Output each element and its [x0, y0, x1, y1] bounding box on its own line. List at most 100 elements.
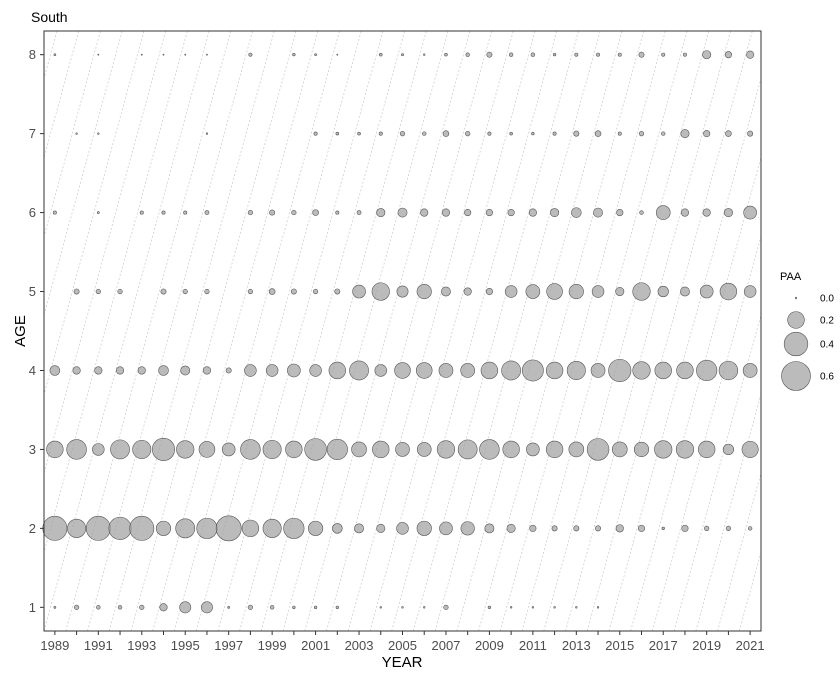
x-tick-label: 2003 — [345, 638, 374, 653]
bubble-point — [551, 525, 558, 532]
bubble-point — [568, 283, 584, 300]
bubble-point — [184, 53, 187, 56]
bubble-point — [443, 604, 449, 610]
bubble-point — [179, 601, 192, 614]
bubble-point — [309, 364, 322, 377]
bubble-point — [247, 288, 254, 295]
bubble-point — [94, 366, 103, 375]
bubble-point — [423, 53, 426, 56]
cohort-line — [565, 31, 731, 631]
bubble-point — [460, 521, 475, 536]
bubble-point — [53, 53, 57, 57]
bubble-point — [332, 523, 343, 534]
bubble-point — [227, 605, 231, 609]
bubble-point — [521, 359, 544, 382]
bubble-point — [265, 364, 279, 377]
bubble-point — [611, 441, 628, 458]
x-tick-label: 1991 — [84, 638, 113, 653]
bubble-point — [416, 283, 432, 300]
bubble-point — [703, 130, 711, 138]
bubble-point — [704, 525, 710, 531]
y-tick-label: 2 — [29, 521, 36, 536]
bubble-point — [401, 53, 404, 57]
bubble-point — [566, 361, 586, 380]
bubble-point — [436, 440, 456, 459]
y-axis-title: AGE — [12, 315, 29, 347]
bubble-point — [354, 523, 364, 534]
bubble-point — [531, 132, 535, 136]
bubble-point — [438, 363, 454, 378]
x-tick-label: 2011 — [519, 638, 547, 653]
bubble-point — [530, 52, 536, 57]
bubble-point — [376, 523, 386, 533]
bubble-point — [204, 210, 210, 215]
bubble-point — [637, 524, 646, 532]
bubble-point — [248, 52, 253, 57]
cohort-line — [174, 31, 340, 631]
bubble-point — [110, 439, 130, 460]
bubble-point — [42, 515, 68, 541]
bubble-point — [743, 205, 757, 220]
bubble-point — [525, 284, 541, 299]
y-axis: 1 2 3 4 5 6 7 8 — [29, 47, 44, 615]
cohort-line — [804, 31, 840, 631]
legend-key — [787, 311, 805, 329]
bubble-point — [654, 440, 673, 459]
bubble-point — [680, 286, 690, 297]
bubble-point — [724, 51, 732, 59]
bubble-point — [441, 286, 451, 297]
bubble-point — [531, 606, 535, 609]
bubble-point — [617, 52, 622, 57]
bubble-point — [206, 53, 208, 56]
cohort-line — [434, 31, 601, 631]
cohort-line — [347, 31, 514, 631]
bubble-point — [574, 52, 579, 57]
bubble-point — [573, 525, 580, 532]
x-tick-label: 2013 — [562, 638, 591, 653]
bubble-point — [176, 440, 195, 459]
bubble-point — [335, 605, 339, 609]
bubble-point — [676, 361, 694, 380]
bubble-point — [550, 208, 560, 218]
bubble-point — [202, 366, 211, 375]
bubble-point — [718, 360, 739, 381]
cohort-line — [391, 31, 558, 631]
bubble-point — [399, 131, 406, 137]
cohort-line — [738, 550, 761, 631]
bubble-point — [97, 53, 100, 56]
bubble-point — [287, 363, 301, 378]
x-tick-label: 1989 — [40, 638, 69, 653]
bubble-point — [742, 363, 758, 378]
bubble-point — [313, 605, 318, 609]
bubble-point — [596, 606, 600, 609]
bubble-point — [247, 209, 254, 216]
cohort-line — [521, 31, 688, 631]
x-tick-label: 1999 — [258, 638, 287, 653]
bubble-point — [72, 366, 81, 375]
bubble-point — [108, 516, 132, 540]
y-tick-label: 8 — [29, 47, 36, 62]
cohort-line — [44, 31, 188, 554]
bubble-point — [746, 50, 755, 59]
bubble-point — [632, 361, 651, 380]
bubble-point — [593, 207, 603, 218]
bubble-point — [240, 439, 261, 460]
bubble-point — [487, 131, 492, 136]
bubble-point — [638, 131, 645, 137]
cohort-line — [260, 31, 427, 631]
bubble-point — [526, 442, 540, 457]
bubble-point — [396, 285, 409, 298]
cohort-line — [630, 155, 761, 631]
x-tick-label: 1997 — [214, 638, 243, 653]
bubble-point — [96, 605, 101, 610]
bubble-point — [378, 131, 383, 136]
bubble-point — [553, 606, 556, 609]
bubble-point — [116, 366, 125, 375]
bubble-point — [397, 207, 408, 218]
bubble-point — [313, 131, 318, 136]
cohort-line — [44, 31, 210, 631]
bubble-point — [215, 515, 242, 542]
legend: PAA 0.0 0.2 0.4 0.6 — [780, 271, 834, 391]
bubble-point — [423, 606, 426, 609]
bubble-point — [92, 443, 105, 456]
